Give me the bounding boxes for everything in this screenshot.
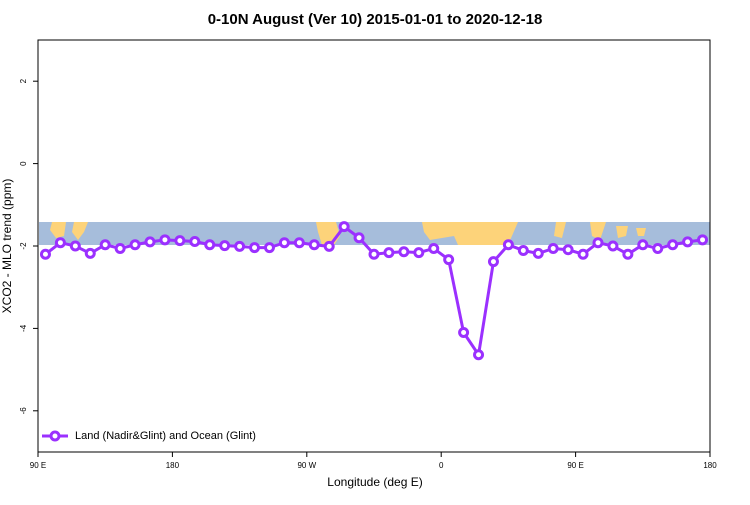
point bbox=[697, 234, 709, 246]
point bbox=[667, 239, 679, 251]
point bbox=[39, 248, 51, 260]
point bbox=[458, 327, 470, 339]
y-tick-label: -2 bbox=[19, 242, 28, 250]
point bbox=[249, 242, 261, 254]
chart-title: 0-10N August (Ver 10) 2015-01-01 to 2020… bbox=[208, 11, 543, 28]
point bbox=[159, 234, 171, 246]
x-tick-label: 90 E bbox=[30, 461, 46, 470]
point bbox=[622, 248, 634, 260]
point bbox=[532, 247, 544, 259]
point bbox=[502, 239, 514, 251]
point bbox=[189, 235, 201, 247]
point bbox=[383, 247, 395, 259]
point bbox=[428, 242, 440, 254]
point bbox=[338, 221, 350, 233]
y-tick-label: 0 bbox=[19, 161, 28, 166]
y-tick-label: -4 bbox=[19, 324, 28, 332]
point bbox=[398, 246, 410, 258]
point bbox=[323, 240, 335, 252]
point bbox=[129, 239, 141, 251]
land bbox=[422, 222, 518, 245]
x-tick-label: 90 W bbox=[297, 461, 316, 470]
point bbox=[293, 237, 305, 249]
point bbox=[682, 236, 694, 248]
y-axis-label: XCO2 - MLO trend (ppm) bbox=[0, 179, 14, 314]
point bbox=[607, 240, 619, 252]
point bbox=[174, 235, 186, 247]
ocean-band bbox=[39, 222, 710, 245]
point bbox=[263, 242, 275, 254]
y-tick-label: 2 bbox=[19, 78, 28, 83]
legend-label: Land (Nadir&Glint) and Ocean (Glint) bbox=[75, 430, 256, 442]
point bbox=[473, 349, 485, 361]
point bbox=[84, 247, 96, 259]
point bbox=[562, 244, 574, 256]
x-tick-label: 180 bbox=[703, 461, 717, 470]
point bbox=[54, 237, 66, 249]
series-line bbox=[44, 224, 703, 359]
x-tick-label: 180 bbox=[166, 461, 180, 470]
point bbox=[353, 232, 365, 244]
point bbox=[592, 237, 604, 249]
point bbox=[577, 248, 589, 260]
point bbox=[368, 248, 380, 260]
point bbox=[278, 237, 290, 249]
point bbox=[413, 247, 425, 259]
land bbox=[50, 222, 88, 240]
legend-marker bbox=[49, 430, 61, 442]
legend: Land (Nadir&Glint) and Ocean (Glint) bbox=[42, 430, 256, 442]
point bbox=[99, 239, 111, 251]
point bbox=[517, 245, 529, 257]
point bbox=[234, 240, 246, 252]
point bbox=[487, 256, 499, 268]
point bbox=[637, 239, 649, 251]
y-tick-label: -6 bbox=[19, 407, 28, 415]
point bbox=[204, 239, 216, 251]
map-band bbox=[39, 222, 710, 245]
point bbox=[114, 242, 126, 254]
point bbox=[69, 240, 81, 252]
point bbox=[308, 239, 320, 251]
point bbox=[443, 254, 455, 266]
point bbox=[652, 242, 664, 254]
land bbox=[554, 222, 646, 240]
x-axis-label: Longitude (deg E) bbox=[327, 475, 422, 489]
point bbox=[219, 240, 231, 252]
x-tick-label: 90 E bbox=[567, 461, 583, 470]
point bbox=[547, 242, 559, 254]
x-tick-label: 0 bbox=[439, 461, 444, 470]
point bbox=[144, 236, 156, 248]
